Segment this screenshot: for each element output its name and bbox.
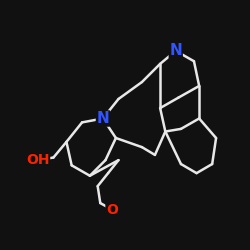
Text: O: O: [106, 202, 118, 216]
Text: N: N: [169, 43, 182, 58]
Text: N: N: [96, 111, 109, 126]
Text: OH: OH: [26, 153, 50, 167]
